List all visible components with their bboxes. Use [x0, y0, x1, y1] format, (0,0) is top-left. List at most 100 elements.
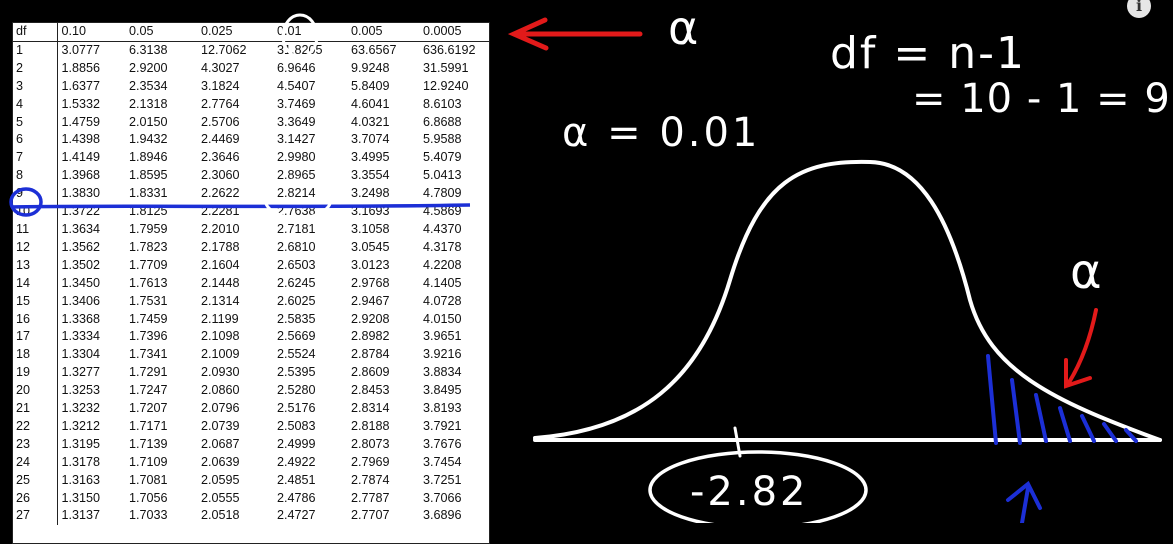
value-cell: 2.6245 [277, 275, 316, 290]
table-row: 2 1.8856 2.9200 4.3027 6.9646 9.9248 31.5991 [13, 59, 489, 78]
df-cell: 27 [13, 507, 58, 526]
df-cell: 3 [13, 77, 58, 96]
value-cell: 4.7809 [423, 186, 462, 201]
value-cell: 1.3137 [61, 508, 101, 523]
value-cell: 1.7709 [129, 257, 168, 272]
chalkboard-annotations: α df = n-1 = 10 - 1 = 9 α = 0.01 α -2.82 [9, 1, 1171, 523]
table-header-row: df 0.10 0.05 0.025 0.01 0.005 0.0005 [13, 23, 489, 42]
df-header: df [13, 23, 58, 42]
value-cell: 4.4370 [423, 221, 462, 236]
value-cell: 2.0518 [201, 508, 240, 523]
value-cell: 4.1405 [423, 275, 462, 290]
value-cell: 2.9208 [351, 311, 390, 326]
value-cell: 2.1009 [201, 347, 240, 362]
value-cell: 1.3304 [61, 347, 101, 362]
value-cell: 3.1058 [351, 221, 390, 236]
table-row: 21 1.3232 1.7207 2.0796 2.5176 2.8314 3.8193 [13, 400, 489, 418]
info-icon[interactable]: i [1127, 0, 1151, 18]
value-cell: 2.9768 [351, 275, 390, 290]
value-cell: 1.8331 [129, 186, 168, 201]
value-cell: 3.7251 [423, 472, 462, 487]
value-cell: 2.8982 [351, 329, 390, 344]
value-cell: 1.3232 [61, 401, 101, 416]
value-cell: 2.8073 [351, 436, 390, 451]
t-distribution-table: df 0.10 0.05 0.025 0.01 0.005 0.0005 1 3.0777 6… [12, 22, 490, 544]
value-cell: 1.9432 [129, 132, 168, 147]
df-cell: 21 [13, 400, 58, 418]
table-row: 20 1.3253 1.7247 2.0860 2.5280 2.8453 3.8495 [13, 382, 489, 401]
value-cell: 1.7613 [129, 275, 168, 290]
value-cell: 1.4149 [61, 150, 101, 165]
table-row: 23 1.3195 1.7139 2.0687 2.4999 2.8073 3.7676 [13, 435, 489, 454]
value-cell: 3.7921 [423, 418, 462, 433]
value-cell: 4.0150 [423, 311, 462, 326]
row-highlight-circle [9, 187, 43, 217]
value-cell: 2.1098 [201, 329, 240, 344]
value-cell: 3.2498 [351, 186, 390, 201]
column-highlight-circle [281, 13, 319, 59]
df-cell: 5 [13, 113, 58, 132]
df-cell: 8 [13, 167, 58, 186]
critical-values-table: df 0.10 0.05 0.025 0.01 0.005 0.0005 1 3.0777 6… [13, 23, 489, 526]
table-row: 12 1.3562 1.7823 2.1788 2.6810 3.0545 4.3178 [13, 238, 489, 257]
value-cell: 2.0796 [201, 401, 240, 416]
df-cell: 13 [13, 256, 58, 275]
value-cell: 3.8193 [423, 401, 462, 416]
value-cell: 2.5083 [277, 418, 316, 433]
df-cell: 14 [13, 274, 58, 293]
value-cell: 2.8453 [351, 383, 390, 398]
value-cell: 3.9651 [423, 329, 462, 344]
value-cell: 1.3562 [61, 239, 101, 254]
value-cell: 3.0545 [351, 239, 390, 254]
value-cell: 4.0728 [423, 293, 462, 308]
value-cell: 1.3334 [61, 329, 101, 344]
value-cell: 1.7109 [129, 454, 168, 469]
df-calculation: = 10 - 1 = 9 [912, 76, 1171, 122]
value-cell: 1.3830 [61, 186, 101, 201]
table-row: 26 1.3150 1.7056 2.0555 2.4786 2.7787 3.7066 [13, 489, 489, 508]
value-cell: 1.3163 [61, 472, 101, 487]
table-row: 4 1.5332 2.1318 2.7764 3.7469 4.6041 8.6103 [13, 95, 489, 114]
df-cell: 4 [13, 95, 58, 114]
value-cell: 2.1604 [201, 257, 240, 272]
table-row: 18 1.3304 1.7341 2.1009 2.5524 2.8784 3.9216 [13, 346, 489, 365]
t-distribution-curve [533, 159, 1162, 458]
tail-alpha-arrow [1064, 308, 1098, 389]
df-cell: 11 [13, 220, 58, 239]
value-cell: 1.7823 [129, 239, 168, 254]
value-cell: 3.1824 [201, 78, 240, 93]
value-cell: 2.3534 [129, 78, 168, 93]
value-cell: 2.7969 [351, 454, 390, 469]
df-cell: 19 [13, 364, 58, 383]
df-cell: 26 [13, 489, 58, 508]
value-cell: 2.5706 [201, 114, 240, 129]
value-cell: 2.2622 [201, 186, 240, 201]
value-cell: 2.5176 [277, 401, 316, 416]
value-cell: 636.6192 [423, 42, 476, 57]
alpha-arrow [507, 17, 643, 51]
value-cell: 1.8595 [129, 168, 168, 183]
table-row: 16 1.3368 1.7459 2.1199 2.5835 2.9208 4.0150 [13, 310, 489, 329]
value-cell: 3.1427 [277, 132, 316, 147]
table-row: 7 1.4149 1.8946 2.3646 2.9980 3.4995 5.4079 [13, 149, 489, 168]
table-row: 13 1.3502 1.7709 2.1604 2.6503 3.0123 4.2208 [13, 256, 489, 275]
value-cell: 2.9980 [277, 150, 316, 165]
value-cell: 31.5991 [423, 60, 469, 75]
table-row: 19 1.3277 1.7291 2.0930 2.5395 2.8609 3.8834 [13, 364, 489, 383]
table-row: 14 1.3450 1.7613 2.1448 2.6245 2.9768 4.1405 [13, 274, 489, 293]
value-cell: 2.0595 [201, 472, 240, 487]
value-cell: 3.9216 [423, 347, 462, 362]
value-cell: 2.6025 [277, 293, 316, 308]
df-cell: 12 [13, 238, 58, 257]
value-cell: 2.5835 [277, 311, 316, 326]
value-cell: 1.7291 [129, 365, 168, 380]
value-cell: 2.5524 [277, 347, 316, 362]
value-cell: 3.6896 [423, 508, 462, 523]
value-cell: 1.3634 [61, 221, 101, 236]
table-body: 1 3.0777 6.3138 12.7062 31.8205 63.6567 636.61… [13, 41, 489, 526]
value-cell: 3.0777 [61, 42, 101, 57]
value-cell: 1.3450 [61, 275, 101, 290]
value-cell: 4.5407 [277, 78, 316, 93]
table-row: 27 1.3137 1.7033 2.0518 2.4727 2.7707 3.6896 [13, 507, 489, 526]
value-cell: 1.3968 [61, 168, 101, 183]
